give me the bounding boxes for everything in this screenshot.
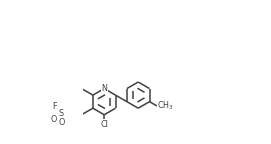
Text: N: N [101, 84, 107, 93]
Text: O: O [50, 115, 57, 124]
Text: CH$_3$: CH$_3$ [157, 100, 174, 112]
Text: S: S [58, 109, 63, 118]
Text: O: O [59, 118, 65, 127]
Text: F: F [52, 102, 57, 111]
Text: Cl: Cl [100, 120, 108, 129]
